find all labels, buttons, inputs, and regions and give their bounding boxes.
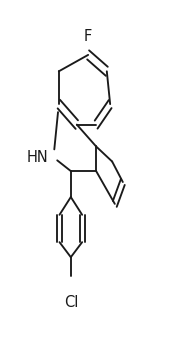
Text: HN: HN	[26, 150, 48, 165]
Text: F: F	[84, 29, 92, 44]
Text: Cl: Cl	[64, 295, 78, 311]
